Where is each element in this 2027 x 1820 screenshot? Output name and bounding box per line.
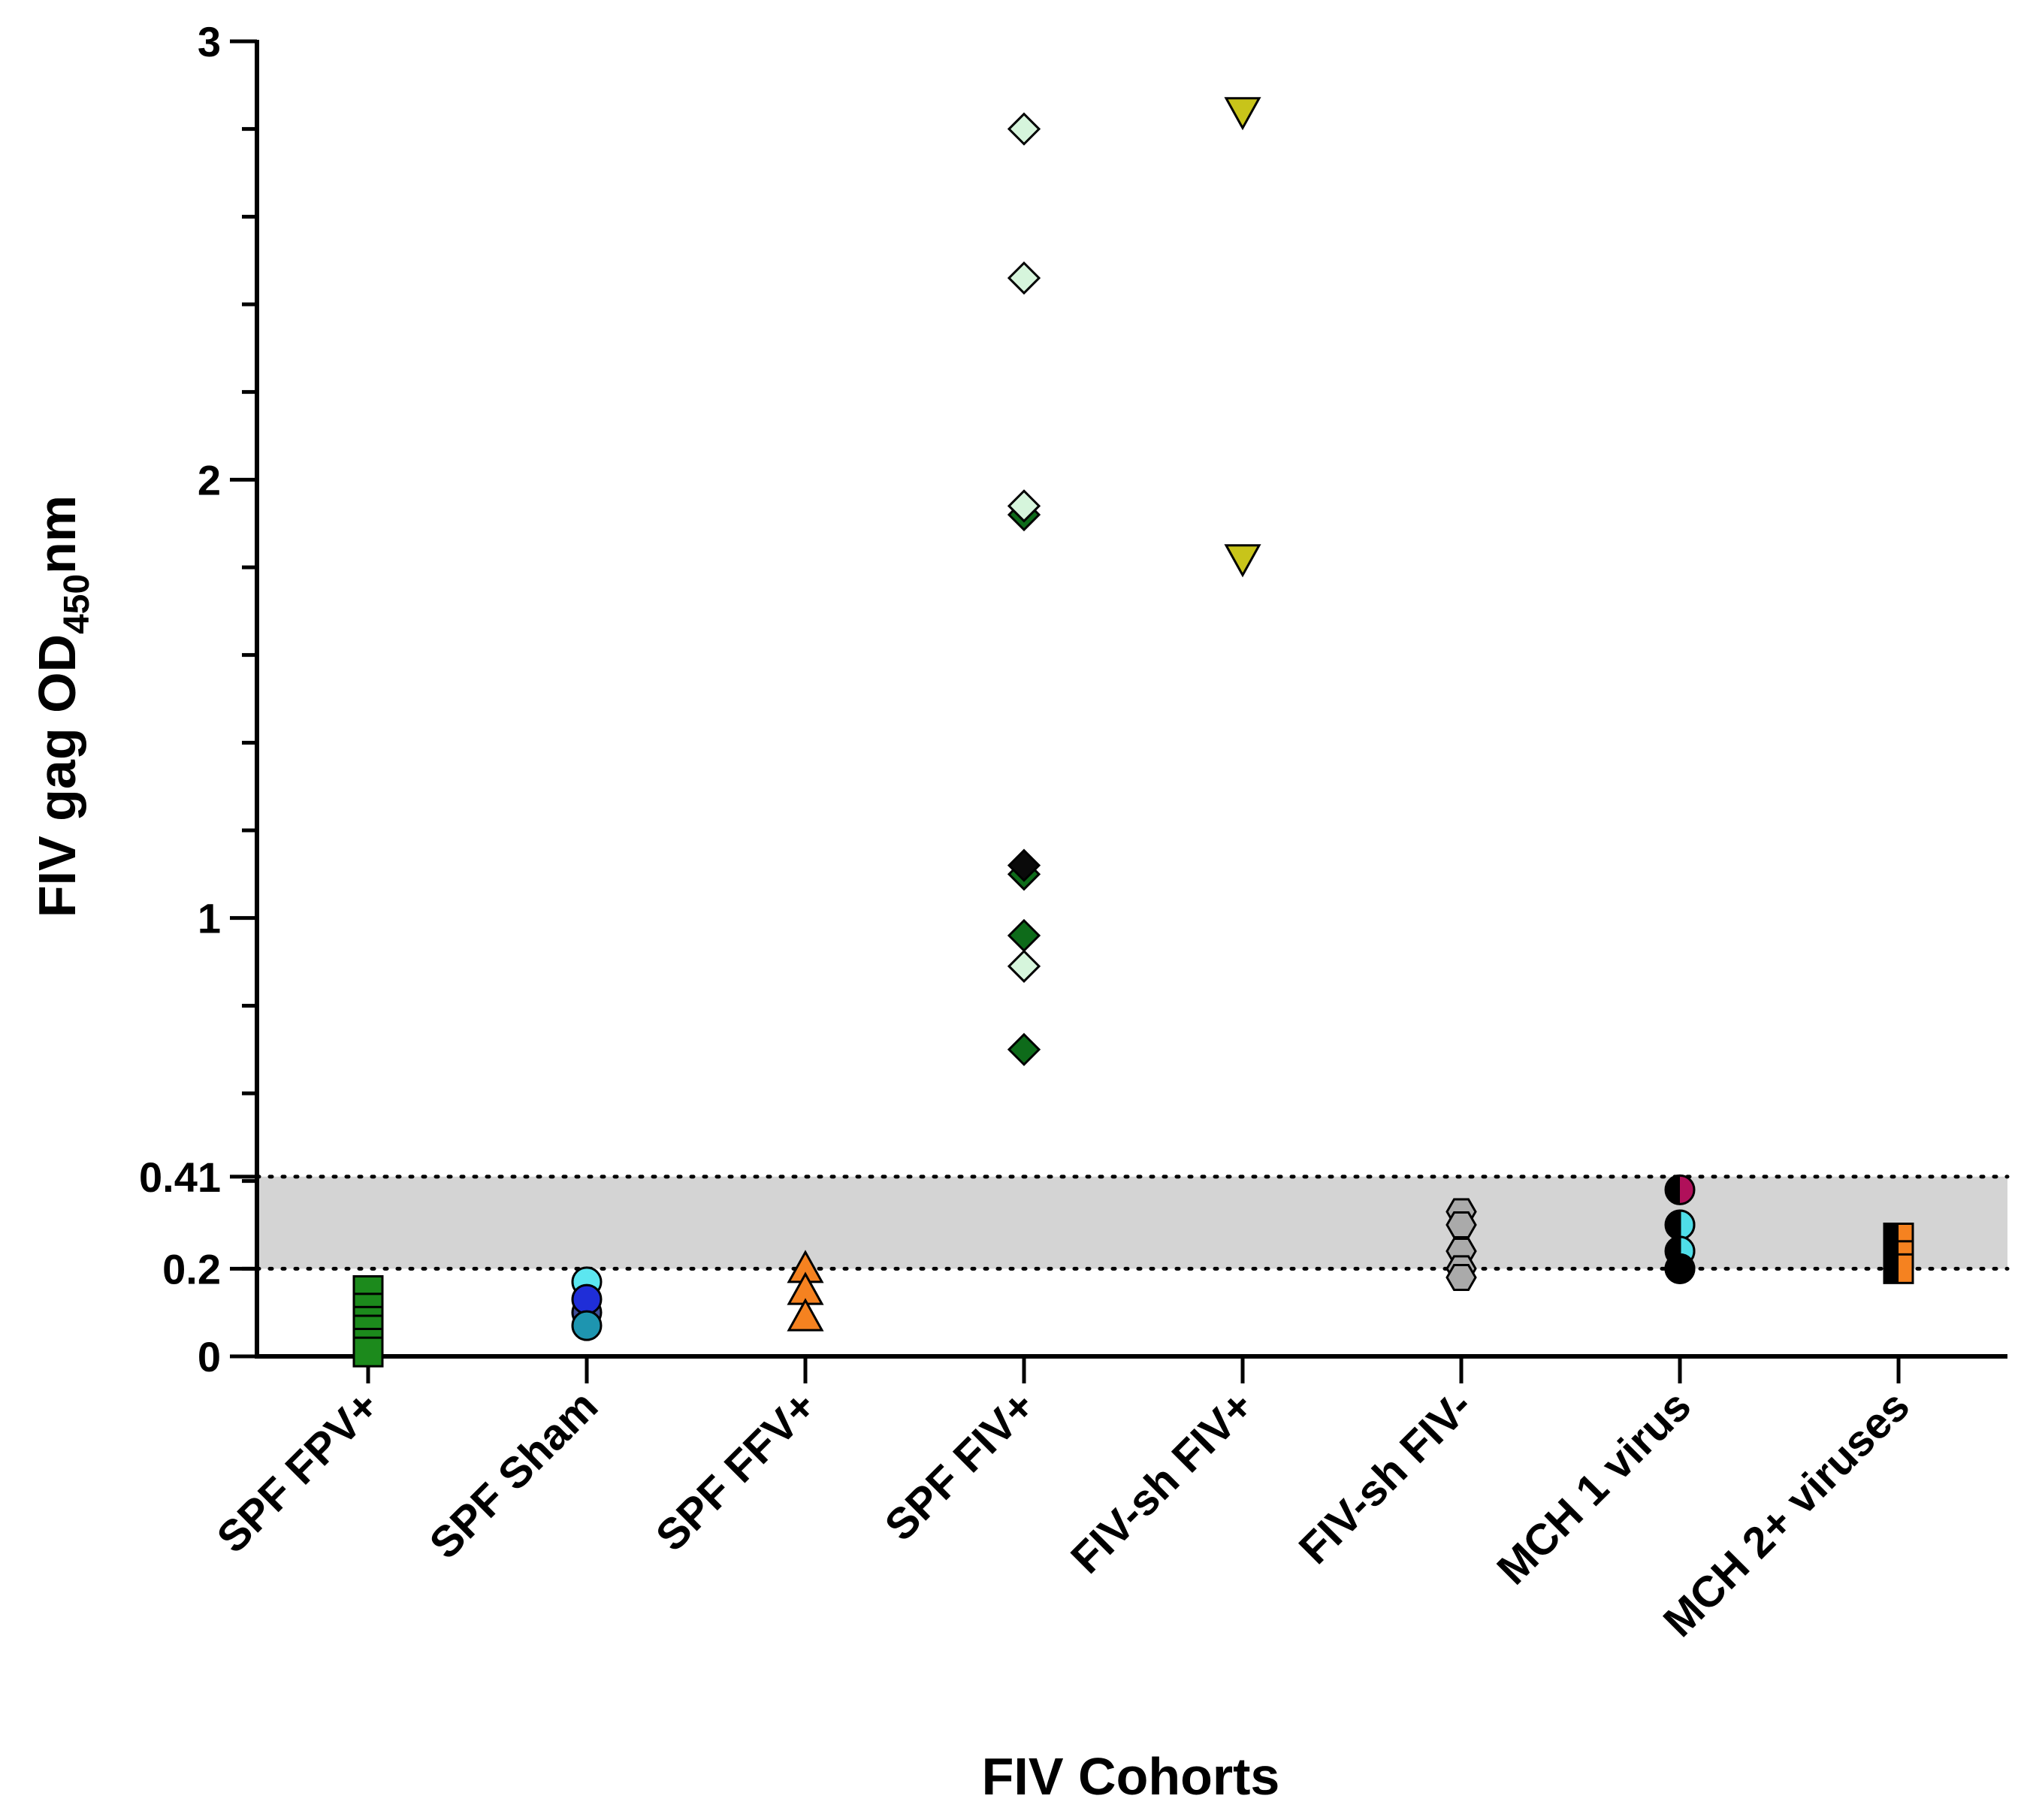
data-point [1007, 261, 1041, 295]
diamond-marker [1007, 112, 1041, 146]
data-point [571, 1283, 603, 1315]
data-point [787, 1298, 824, 1332]
circle-marker [571, 1283, 603, 1315]
x-tick-label: SPF FPV+ [207, 1381, 388, 1562]
triangle-down-marker [1224, 97, 1261, 131]
data-point [1445, 1264, 1477, 1291]
marker-outline [1883, 1253, 1914, 1284]
marker-half [1899, 1254, 1913, 1283]
data-point [1007, 949, 1041, 983]
data-point [1224, 544, 1261, 578]
marker-half [1884, 1254, 1899, 1283]
x-tick-label: SPF Sham [420, 1381, 607, 1568]
circle-marker [1664, 1253, 1696, 1284]
data-point [1007, 918, 1041, 953]
x-axis-title: FIV Cohorts [982, 1747, 1280, 1806]
diamond-marker [1007, 1032, 1041, 1066]
y-tick-label: 0 [198, 1333, 221, 1380]
data-point [1007, 112, 1041, 146]
data-point [1664, 1174, 1696, 1205]
y-axis-title-suffix: nm [28, 495, 86, 574]
diamond-marker [1007, 949, 1041, 983]
y-tick-label: 0.2 [162, 1245, 221, 1292]
data-point [1883, 1253, 1914, 1284]
data-point [1445, 1211, 1477, 1238]
data-point [1664, 1253, 1696, 1284]
marker-outline [1664, 1174, 1696, 1205]
threshold-band [255, 1175, 2010, 1271]
triangle-down-marker [1224, 544, 1261, 578]
circle-marker [571, 1310, 603, 1341]
x-tick-label: SPF FFV+ [647, 1381, 826, 1561]
y-axis-title-prefix: FIV gag OD [28, 634, 86, 918]
data-point [352, 1336, 384, 1368]
data-point [1007, 489, 1041, 523]
marker-half [1680, 1175, 1694, 1205]
data-point [1224, 97, 1261, 131]
data-point [571, 1310, 603, 1341]
hexagon-marker [1445, 1211, 1477, 1238]
y-axis-title: FIV gag OD450nm [28, 495, 97, 918]
y-axis-title-subscript: 450 [57, 574, 97, 634]
marker-half [1666, 1175, 1680, 1205]
axis-labels: 0 0.2 0.41 1 2 3 SPF FPV+ SPF Sham SPF FFV+ SPF F… [139, 18, 1919, 1646]
y-tick-label: 3 [198, 18, 221, 65]
x-tick-label: MCH 1 virus [1488, 1381, 1700, 1594]
axes [230, 39, 2007, 1383]
x-tick-label: FIV-sh FIV- [1290, 1381, 1482, 1574]
triangle-up-marker [787, 1298, 824, 1332]
data-point [1007, 848, 1041, 882]
diamond-marker [1007, 918, 1041, 953]
data-point [1007, 1032, 1041, 1066]
y-tick-label: 1 [198, 895, 221, 942]
diamond-marker [1007, 848, 1041, 882]
x-tick-label: SPF FIV+ [875, 1381, 1044, 1550]
diamond-marker [1007, 261, 1041, 295]
threshold-band-fill [257, 1176, 2007, 1269]
square-marker [352, 1336, 384, 1368]
y-tick-label: 0.41 [139, 1153, 221, 1201]
hexagon-marker [1445, 1264, 1477, 1291]
x-tick-label: FIV-sh FIV+ [1062, 1381, 1263, 1583]
data-points [352, 97, 1914, 1368]
diamond-marker [1007, 489, 1041, 523]
y-tick-label: 2 [198, 456, 221, 503]
